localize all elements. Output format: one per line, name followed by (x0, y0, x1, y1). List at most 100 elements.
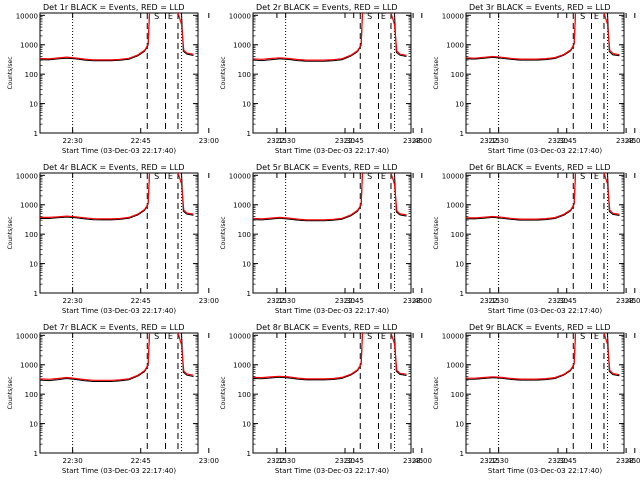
marker-label-s: S (580, 12, 585, 21)
series-line-lld (40, 333, 151, 381)
x-axis-label: Start Time (03-Dec-03 22:17:40) (275, 467, 389, 475)
x-tick-label: 23:30 (548, 457, 568, 465)
y-tick-label: 1 (460, 290, 464, 298)
y-tick-label: 1000 (20, 362, 38, 370)
y-tick-label: 100 (25, 391, 38, 399)
series-group (40, 333, 194, 382)
y-tick-label: 1 (34, 450, 38, 458)
series-line-events (40, 173, 150, 221)
panel-det-7: Det 7r BLACK = Events, RED = LLD Counts/s… (7, 323, 423, 475)
marker-label-e: E (381, 12, 386, 21)
series-line-events (253, 333, 363, 381)
y-tick-label: 1 (247, 130, 251, 138)
y-tick-label: 1 (247, 450, 251, 458)
x-axis-label: Start Time (03-Dec-03 22:17:40) (275, 147, 389, 155)
y-axis-label: Counts/sec (7, 376, 14, 409)
plot-frame (252, 12, 412, 134)
panel-det-8: Det 8r BLACK = Events, RED = LLD Counts/s… (220, 323, 636, 475)
x-tick-label: 23:00 (625, 297, 640, 305)
series-group (253, 333, 407, 381)
y-axis-label: Counts/sec (7, 216, 14, 249)
y-tick-label: 1000 (446, 202, 464, 210)
plot-frame (39, 332, 199, 454)
y-tick-label: 10000 (16, 12, 38, 20)
x-tick-label: 23:15 (267, 137, 287, 145)
y-axis-label: Counts/sec (433, 216, 440, 249)
x-tick-label: 23:00 (412, 297, 432, 305)
series-line-events (253, 173, 363, 222)
series-line-lld-tail (177, 13, 194, 55)
series-line-lld-tail (603, 333, 620, 376)
y-tick-label: 1000 (20, 202, 38, 210)
panel-det-2: Det 2r BLACK = Events, RED = LLD Counts/s… (220, 3, 636, 155)
marker-label-s: S (154, 12, 159, 21)
panel-title: Det 2r BLACK = Events, RED = LLD (256, 3, 398, 12)
y-axis-label: Counts/sec (220, 56, 227, 89)
series-line-events (40, 333, 150, 382)
x-tick-label: 23:45 (616, 457, 636, 465)
x-tick-label: 22:45 (131, 457, 151, 465)
x-tick-label: 23:00 (625, 137, 640, 145)
series-line-lld-tail (390, 333, 407, 375)
marker-label-e: E (594, 12, 599, 21)
y-tick-label: 1000 (446, 42, 464, 50)
y-tick-label: 100 (238, 231, 251, 239)
x-tick-label: 22:45 (344, 137, 364, 145)
marker-label-e: E (594, 332, 599, 341)
series-line-lld-tail (390, 13, 407, 57)
marker-label-e: E (381, 332, 386, 341)
series-line-lld-tail (603, 13, 620, 56)
y-tick-label: 10000 (229, 172, 251, 180)
series-group (466, 13, 620, 61)
panel-title: Det 8r BLACK = Events, RED = LLD (256, 323, 398, 332)
series-line-events (466, 173, 576, 221)
y-tick-label: 10000 (229, 332, 251, 340)
y-tick-label: 10 (455, 261, 464, 269)
x-tick-label: 22:45 (344, 457, 364, 465)
y-tick-label: 100 (238, 391, 251, 399)
panel-title: Det 1r BLACK = Events, RED = LLD (43, 3, 185, 12)
panel-det-6: Det 6r BLACK = Events, RED = LLD Counts/s… (433, 163, 640, 315)
y-tick-label: 1 (460, 130, 464, 138)
series-group (40, 13, 194, 62)
x-tick-label: 22:30 (489, 137, 509, 145)
x-tick-label: 22:45 (131, 137, 151, 145)
x-tick-label: 22:45 (344, 297, 364, 305)
y-tick-label: 10 (29, 421, 38, 429)
x-tick-label: 23:15 (267, 297, 287, 305)
x-axis-label: Start Time (03-Dec-03 22:17:40) (62, 147, 176, 155)
x-tick-label: 23:30 (548, 137, 568, 145)
y-tick-label: 100 (238, 71, 251, 79)
x-axis-label: Start Time (03-Dec-03 22:17:40) (488, 147, 602, 155)
series-line-lld (253, 173, 364, 221)
series-line-lld-tail (177, 333, 194, 376)
marker-label-e: E (594, 172, 599, 181)
x-tick-label: 23:00 (625, 457, 640, 465)
series-line-lld (466, 13, 577, 60)
marker-label-e: E (168, 332, 173, 341)
x-tick-label: 22:30 (276, 457, 296, 465)
panel-det-4: Det 4r BLACK = Events, RED = LLD Counts/s… (7, 163, 423, 315)
series-line-lld (40, 13, 151, 61)
y-tick-label: 100 (25, 231, 38, 239)
x-tick-label: 23:45 (403, 137, 423, 145)
series-line-lld (253, 333, 364, 380)
marker-label-s: S (580, 332, 585, 341)
x-tick-label: 23:15 (480, 457, 500, 465)
y-tick-label: 10000 (442, 12, 464, 20)
series-line-events (466, 333, 576, 381)
series-group (466, 333, 620, 381)
y-tick-label: 10000 (442, 172, 464, 180)
marker-label-s: S (367, 12, 372, 21)
y-axis-label: Counts/sec (433, 376, 440, 409)
plot-frame (465, 172, 625, 294)
x-tick-label: 22:30 (276, 137, 296, 145)
x-tick-label: 23:30 (335, 297, 355, 305)
x-tick-label: 22:30 (489, 457, 509, 465)
x-tick-label: 23:00 (412, 457, 432, 465)
x-tick-label: 23:00 (199, 457, 219, 465)
series-line-lld-tail (390, 173, 407, 216)
x-tick-label: 23:30 (335, 137, 355, 145)
plot-frame (39, 172, 199, 294)
